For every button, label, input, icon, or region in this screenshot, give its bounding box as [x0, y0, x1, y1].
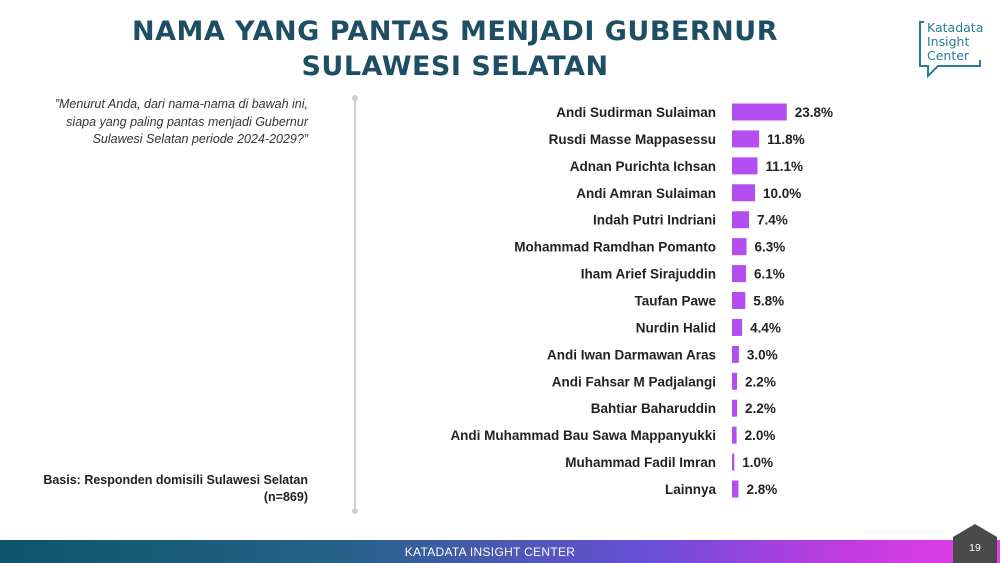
- bar: [732, 103, 787, 121]
- category-label: Mohammad Ramdhan Pomanto: [514, 240, 716, 255]
- bar: [732, 238, 747, 256]
- value-label: 6.1%: [754, 267, 785, 282]
- value-label: 10.0%: [763, 186, 801, 201]
- page-number-tab: [953, 524, 997, 563]
- title-line-1: NAMA YANG PANTAS MENJADI GUBERNUR: [132, 16, 778, 47]
- bar: [732, 399, 738, 417]
- category-label: Taufan Pawe: [634, 294, 716, 309]
- category-label: Bahtiar Baharuddin: [591, 401, 716, 416]
- value-label: 1.0%: [742, 455, 773, 470]
- logo-line-2: Insight: [927, 34, 970, 49]
- category-label: Muhammad Fadil Imran: [565, 455, 716, 470]
- category-label: Adnan Purichta Ichsan: [570, 159, 716, 174]
- value-label: 2.2%: [745, 401, 776, 416]
- title-line-2: SULAWESI SELATAN: [301, 51, 609, 82]
- basis-line-2: (n=869): [263, 490, 308, 504]
- divider-cap-bottom: [352, 508, 358, 514]
- value-label: 23.8%: [795, 105, 833, 120]
- bar: [732, 265, 747, 283]
- basis-note: Basis: Responden domisili Sulawesi Selat…: [40, 472, 308, 506]
- category-label: Andi Sudirman Sulaiman: [556, 105, 716, 120]
- category-label: Andi Fahsar M Padjalangi: [552, 374, 716, 389]
- logo-line-3: Center: [927, 48, 970, 63]
- bar: [732, 372, 738, 390]
- footer-bar: [0, 540, 1000, 563]
- value-label: 2.0%: [745, 428, 776, 443]
- bar: [732, 480, 739, 498]
- bar: [732, 453, 735, 471]
- category-label: Andi Iwan Darmawan Aras: [547, 347, 716, 362]
- page-number: 19: [969, 542, 981, 554]
- bar: [732, 426, 737, 444]
- value-label: 2.8%: [746, 482, 777, 497]
- category-label: Indah Putri Indriani: [593, 213, 716, 228]
- value-label: 5.8%: [753, 294, 784, 309]
- category-label: Nurdin Halid: [636, 320, 716, 335]
- value-label: 6.3%: [754, 240, 785, 255]
- survey-question: ”Menurut Anda, dari nama-nama di bawah i…: [54, 97, 308, 146]
- bar: [732, 345, 739, 363]
- speech-bubble-icon: [919, 21, 981, 79]
- bar: [732, 184, 755, 202]
- bar: [732, 130, 760, 148]
- logo-line-1: Katadata: [927, 20, 984, 35]
- bar-chart: Andi Sudirman Sulaiman 23.8% Rusdi Masse M…: [450, 103, 833, 498]
- category-label: Lainnya: [665, 482, 717, 497]
- category-label: Andi Muhammad Bau Sawa Mappanyukki: [450, 428, 716, 443]
- value-label: 4.4%: [750, 320, 781, 335]
- value-label: 7.4%: [757, 213, 788, 228]
- katadata-logo: Katadata Insight Center: [918, 20, 988, 80]
- basis-line-1: Basis: Responden domisili Sulawesi Selat…: [43, 473, 308, 487]
- category-label: Rusdi Masse Mappasessu: [549, 132, 716, 147]
- bar: [732, 318, 743, 336]
- page-title: NAMA YANG PANTAS MENJADI GUBERNUR SULAWE…: [130, 14, 780, 84]
- value-label: 11.8%: [767, 132, 805, 147]
- value-label: 3.0%: [747, 347, 778, 362]
- category-label: Andi Amran Sulaiman: [576, 186, 716, 201]
- value-label: 11.1%: [766, 159, 804, 174]
- category-label: Iham Arief Sirajuddin: [581, 267, 716, 282]
- bar: [732, 292, 746, 310]
- vertical-divider: [354, 97, 356, 511]
- bar: [732, 157, 758, 175]
- bar: [732, 211, 750, 229]
- value-label: 2.2%: [745, 374, 776, 389]
- divider-cap-top: [352, 95, 358, 101]
- footer-text: KATADATA INSIGHT CENTER: [404, 545, 576, 559]
